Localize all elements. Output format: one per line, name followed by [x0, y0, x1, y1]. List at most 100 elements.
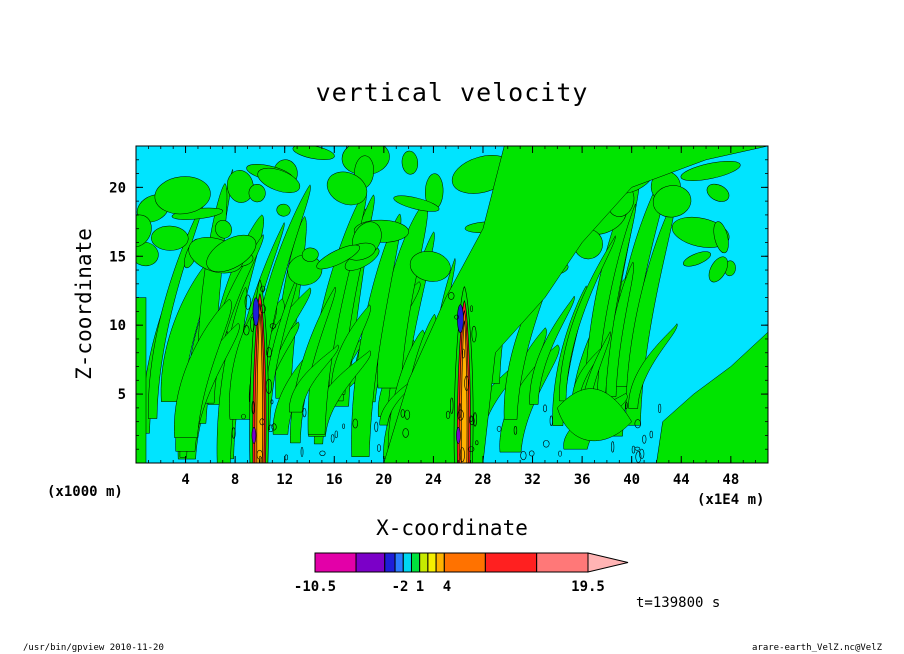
positive-band [596, 203, 637, 427]
colorbar-segment [427, 552, 437, 573]
contour-speck [445, 410, 451, 419]
colorbar-tick-label: -2 [392, 579, 409, 595]
positive-blob [276, 203, 291, 217]
y-tick-label: 10 [109, 318, 126, 334]
contour-speck [241, 413, 246, 420]
x-tick-label: 28 [475, 472, 492, 488]
x-unit-right: (x1E4 m) [697, 492, 765, 508]
positive-blob [393, 195, 440, 212]
chart-title: vertical velocity [315, 78, 589, 107]
contour-speck [400, 409, 405, 418]
positive-blob [206, 234, 257, 273]
positive-band [628, 323, 678, 409]
positive-band [559, 235, 616, 402]
contour-speck [454, 314, 459, 320]
contour-speck [542, 440, 550, 448]
contour-speck [634, 446, 641, 451]
colorbar-tick-label: 1 [416, 579, 424, 595]
contour-speck [259, 418, 265, 426]
contour-speck [459, 447, 465, 463]
positive-band [529, 295, 575, 405]
contour-speck [528, 450, 535, 457]
contour-speck [625, 402, 628, 410]
x-tick-label: 36 [574, 472, 591, 488]
colorbar-segment [355, 552, 386, 573]
positive-blob [326, 171, 368, 206]
contour-speck [457, 409, 464, 421]
positive-blob [226, 170, 254, 203]
colorbar-segment [419, 552, 429, 573]
contour-speck [302, 407, 307, 418]
contour-speck [330, 434, 335, 443]
positive-blob [652, 185, 692, 218]
x-tick-label: 24 [425, 472, 442, 488]
contour-speck [260, 285, 266, 292]
contour-speck [473, 412, 477, 427]
positive-blob [136, 214, 152, 248]
downdraft-core [252, 297, 260, 327]
colorbar-segment [443, 552, 486, 573]
positive-blob [401, 150, 419, 175]
contour-speck [244, 294, 251, 310]
colorbar-segment [394, 552, 404, 573]
contour-speck [374, 421, 379, 433]
contour-speck [520, 451, 527, 461]
x-tick-label: 44 [673, 472, 690, 488]
updraft-core [256, 313, 263, 463]
contour-speck [377, 444, 381, 452]
contour-speck [543, 404, 548, 413]
contour-speck [464, 375, 470, 391]
contour-speck [265, 378, 273, 394]
contour-speck [469, 415, 473, 422]
positive-blob [706, 183, 730, 202]
footer-right: arare-earth_VelZ.nc@VelZ [752, 643, 883, 653]
x-tick-label: 40 [623, 472, 640, 488]
contour-speck [243, 325, 250, 336]
downdraft-core [251, 427, 257, 444]
x-tick-label: 4 [181, 472, 189, 488]
contour-speck [513, 425, 518, 435]
x-tick-label: 32 [524, 472, 541, 488]
positive-blob [301, 247, 319, 262]
colorbar-segment [410, 552, 421, 573]
contour-speck [258, 455, 262, 463]
positive-blob [409, 251, 451, 282]
contour-speck [250, 316, 255, 332]
contour-speck [639, 448, 645, 460]
contour-speck [461, 348, 465, 359]
downdraft-core [457, 304, 464, 334]
contour-speck [635, 451, 642, 463]
contour-speck [267, 424, 274, 433]
positive-blob [151, 225, 189, 251]
contour-speck [634, 419, 641, 429]
positive-edge [136, 297, 147, 463]
contour-speck [334, 430, 338, 439]
contour-speck [467, 446, 475, 453]
contour-speck [269, 323, 277, 329]
contour-speck [475, 440, 479, 446]
contour-speck [251, 400, 255, 415]
contour-speck [352, 418, 358, 429]
positive-region [383, 146, 768, 463]
colorbar-segment [484, 552, 538, 573]
contour-speck [342, 423, 345, 429]
colorbar-tick-label: 4 [443, 579, 451, 595]
positive-blob [215, 220, 232, 239]
contour-speck [558, 450, 563, 457]
contour-speck [260, 304, 266, 314]
x-unit-left: (x1000 m) [47, 484, 123, 500]
positive-blob [713, 221, 729, 254]
x-tick-label: 48 [722, 472, 739, 488]
y-tick-label: 5 [118, 387, 126, 403]
contour-speck [271, 423, 277, 431]
contour-speck [469, 416, 475, 426]
contour-speck [549, 415, 553, 426]
contour-speck [642, 434, 647, 444]
y-tick-label: 15 [109, 249, 126, 265]
contour-speck [231, 427, 236, 439]
contour-speck [449, 397, 454, 414]
y-axis-label: Z-coordinate [72, 228, 96, 380]
contour-speck [470, 305, 473, 313]
colorbar-segment [402, 552, 412, 573]
